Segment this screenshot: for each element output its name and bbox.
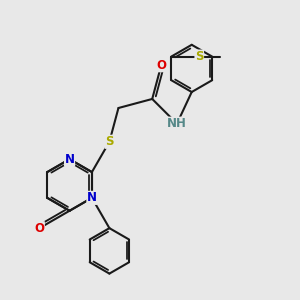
Text: S: S [195,50,203,63]
Text: O: O [34,222,44,235]
Text: O: O [156,59,166,72]
Text: S: S [105,135,114,148]
Text: N: N [87,191,97,204]
Text: N: N [64,153,75,166]
Text: NH: NH [167,117,187,130]
